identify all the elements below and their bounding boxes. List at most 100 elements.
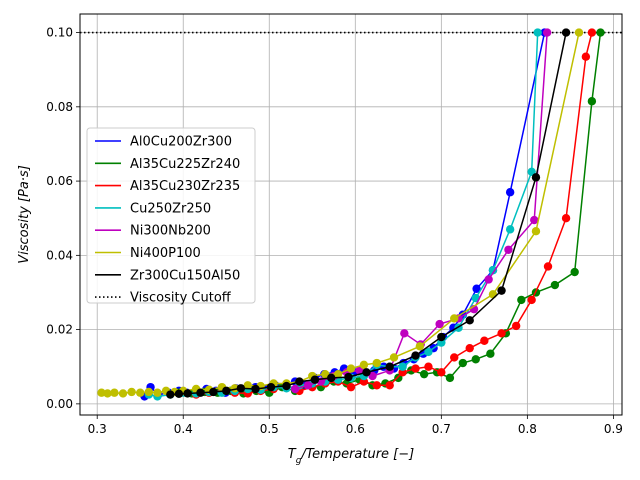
- x-tick-label: 0.9: [604, 422, 623, 436]
- legend-entry: Al0Cu200Zr300: [130, 135, 232, 150]
- data-point: [196, 388, 205, 397]
- data-point: [445, 373, 455, 383]
- data-point: [110, 388, 119, 397]
- data-point: [372, 381, 382, 390]
- data-point: [385, 381, 394, 390]
- data-point: [471, 355, 480, 364]
- x-axis-label: Tg/Temperature [−]: [288, 447, 414, 466]
- data-point: [209, 387, 218, 397]
- data-point: [295, 377, 304, 386]
- data-point: [505, 188, 515, 197]
- data-point: [398, 362, 407, 371]
- legend: Al0Cu200Zr300 Al35Cu225Zr240 Al35Cu230Zr23…: [86, 127, 256, 306]
- legend-entry: Al35Cu230Zr235: [130, 179, 240, 194]
- data-point: [517, 295, 526, 305]
- data-point: [415, 342, 425, 351]
- data-point: [118, 389, 128, 398]
- plot-area: [97, 28, 605, 401]
- data-point: [480, 336, 489, 345]
- data-point: [266, 382, 276, 392]
- data-point: [411, 364, 420, 373]
- axes-frame: [79, 13, 623, 416]
- data-point: [543, 262, 553, 271]
- data-point: [166, 390, 175, 399]
- data-point: [243, 381, 252, 390]
- data-point: [153, 388, 162, 397]
- data-point: [310, 375, 320, 384]
- data-point: [596, 28, 605, 37]
- data-point: [581, 52, 591, 61]
- data-point: [561, 214, 571, 223]
- series-line-Zr300Cu150Al50: [170, 32, 567, 396]
- x-tick-label: 0.4: [174, 422, 193, 436]
- y-tick-label: 0.04: [46, 248, 73, 262]
- series-Zr300Cu150Al50: [166, 28, 571, 399]
- data-point: [136, 388, 145, 397]
- data-point: [362, 368, 371, 377]
- x-axis-label-rest: /Temperature [−]: [300, 447, 414, 462]
- data-point: [458, 358, 468, 368]
- x-tick-label: 0.8: [518, 422, 537, 436]
- y-tick-label: 0.00: [46, 397, 73, 411]
- data-point: [488, 265, 498, 275]
- data-point: [465, 343, 474, 353]
- x-axis-label-main: T: [288, 447, 297, 462]
- data-point: [127, 387, 136, 397]
- data-point: [368, 371, 377, 381]
- data-point: [236, 384, 246, 393]
- data-point: [574, 28, 584, 37]
- data-point: [511, 321, 521, 331]
- x-tick-label: 0.5: [260, 422, 279, 436]
- data-point: [550, 280, 560, 290]
- data-point: [497, 329, 506, 338]
- data-point: [486, 349, 495, 358]
- data-point: [282, 381, 291, 391]
- legend-entry: Ni300Nb200: [130, 224, 211, 239]
- data-point: [359, 360, 369, 370]
- data-point: [497, 286, 506, 295]
- data-point: [504, 245, 513, 254]
- data-point: [419, 369, 429, 379]
- x-tick-label: 0.6: [346, 422, 365, 436]
- data-point: [465, 316, 474, 325]
- data-point: [533, 28, 542, 37]
- data-point: [424, 347, 433, 357]
- x-axis-label-sub: g: [296, 456, 302, 466]
- y-tick-label: 0.10: [46, 26, 73, 40]
- data-point: [561, 28, 571, 37]
- data-point: [435, 319, 444, 329]
- data-point: [450, 353, 459, 362]
- data-point: [450, 314, 459, 323]
- data-point: [472, 284, 481, 293]
- data-point: [587, 28, 597, 37]
- data-point: [531, 173, 541, 182]
- data-point: [385, 362, 394, 371]
- legend-box: [86, 127, 256, 304]
- data-point: [411, 351, 420, 360]
- data-point: [542, 28, 552, 37]
- data-point: [437, 368, 446, 377]
- data-point: [424, 362, 433, 371]
- legend-entry: Viscosity Cutoff: [130, 291, 232, 306]
- data-point: [400, 329, 409, 338]
- data-point: [484, 275, 493, 284]
- legend-entry: Al35Cu225Zr240: [130, 157, 240, 172]
- data-point: [570, 267, 579, 277]
- data-point: [344, 372, 353, 382]
- ticks: 0.3 0.4 0.5 0.6 0.7 0.8 0.9 0.00 0.02 0.04 0.06 0.0…: [46, 26, 623, 436]
- data-point: [346, 382, 356, 392]
- x-tick-label: 0.7: [432, 422, 451, 436]
- data-point: [333, 369, 343, 379]
- data-point: [303, 381, 313, 390]
- data-point: [251, 384, 260, 394]
- data-point: [389, 353, 399, 362]
- data-point: [531, 227, 541, 236]
- y-tick-label: 0.08: [46, 100, 73, 114]
- legend-entry: Ni400P100: [130, 246, 201, 261]
- data-point: [587, 97, 597, 106]
- data-point: [174, 389, 184, 399]
- data-point: [372, 358, 382, 368]
- data-point: [103, 389, 112, 398]
- x-tick-label: 0.3: [88, 422, 107, 436]
- legend-entry: Zr300Cu150Al50: [130, 268, 240, 283]
